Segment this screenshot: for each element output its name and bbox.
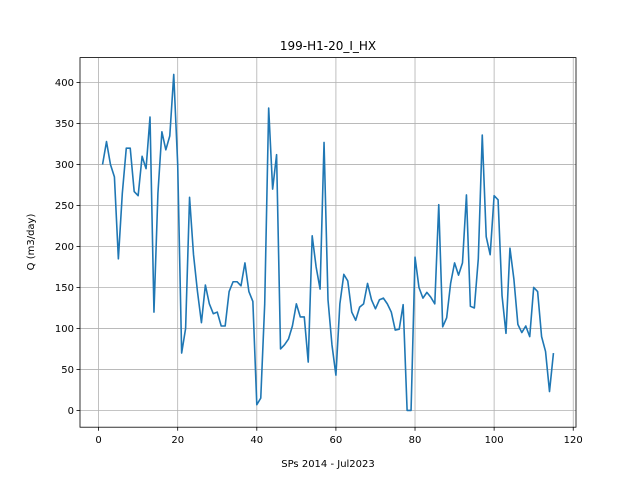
y-tick-label: 200 (55, 242, 74, 253)
y-axis-label: Q (m3/day) (26, 214, 37, 271)
y-axis-ticks: 0 50 100 150 200 250 300 350 400 (55, 78, 80, 417)
y-tick-label: 150 (55, 283, 74, 294)
y-tick-label: 0 (68, 406, 74, 417)
x-tick-label: 80 (409, 435, 422, 446)
x-tick-label: 20 (171, 435, 184, 446)
chart-title: 199-H1-20_I_HX (280, 39, 376, 53)
y-tick-label: 250 (55, 201, 74, 212)
y-tick-label: 350 (55, 119, 74, 130)
x-tick-label: 120 (564, 435, 583, 446)
x-tick-label: 100 (485, 435, 504, 446)
y-tick-label: 50 (61, 365, 74, 376)
x-axis-label: SPs 2014 - Jul2023 (281, 459, 375, 470)
data-points (102, 74, 554, 411)
x-axis-ticks: 0 20 40 60 80 100 120 (95, 427, 583, 446)
y-tick-label: 300 (55, 160, 74, 171)
x-tick-label: 40 (250, 435, 263, 446)
plot-frame (79, 57, 577, 428)
y-tick-label: 100 (55, 324, 74, 335)
y-tick-label: 400 (55, 78, 74, 89)
x-tick-label: 60 (330, 435, 343, 446)
x-tick-label: 0 (95, 435, 101, 446)
